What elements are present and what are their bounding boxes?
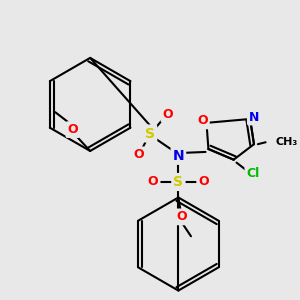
Text: S: S [145,127,155,140]
Text: O: O [68,123,78,136]
Text: O: O [162,108,173,121]
Text: O: O [176,210,187,224]
Text: N: N [172,149,184,163]
Text: O: O [133,148,144,161]
Text: S: S [173,175,183,189]
Text: N: N [249,110,259,124]
Text: O: O [198,176,209,188]
Text: O: O [148,176,158,188]
Text: CH₃: CH₃ [275,137,298,147]
Text: O: O [197,114,208,128]
Text: Cl: Cl [246,167,260,180]
